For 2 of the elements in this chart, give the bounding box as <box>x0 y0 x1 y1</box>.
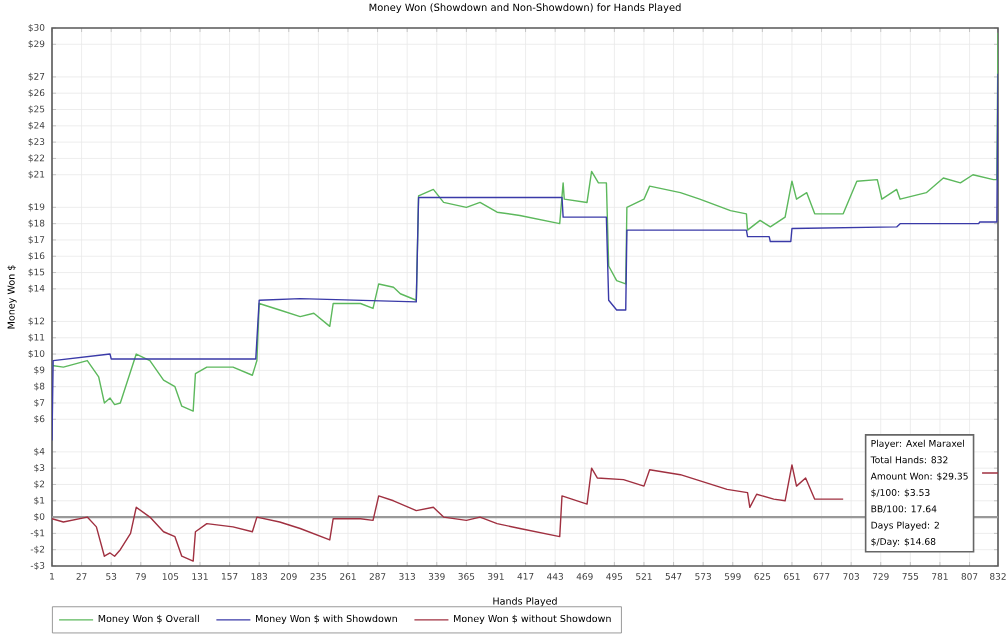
line-series <box>52 32 998 412</box>
line-series <box>52 72 998 442</box>
